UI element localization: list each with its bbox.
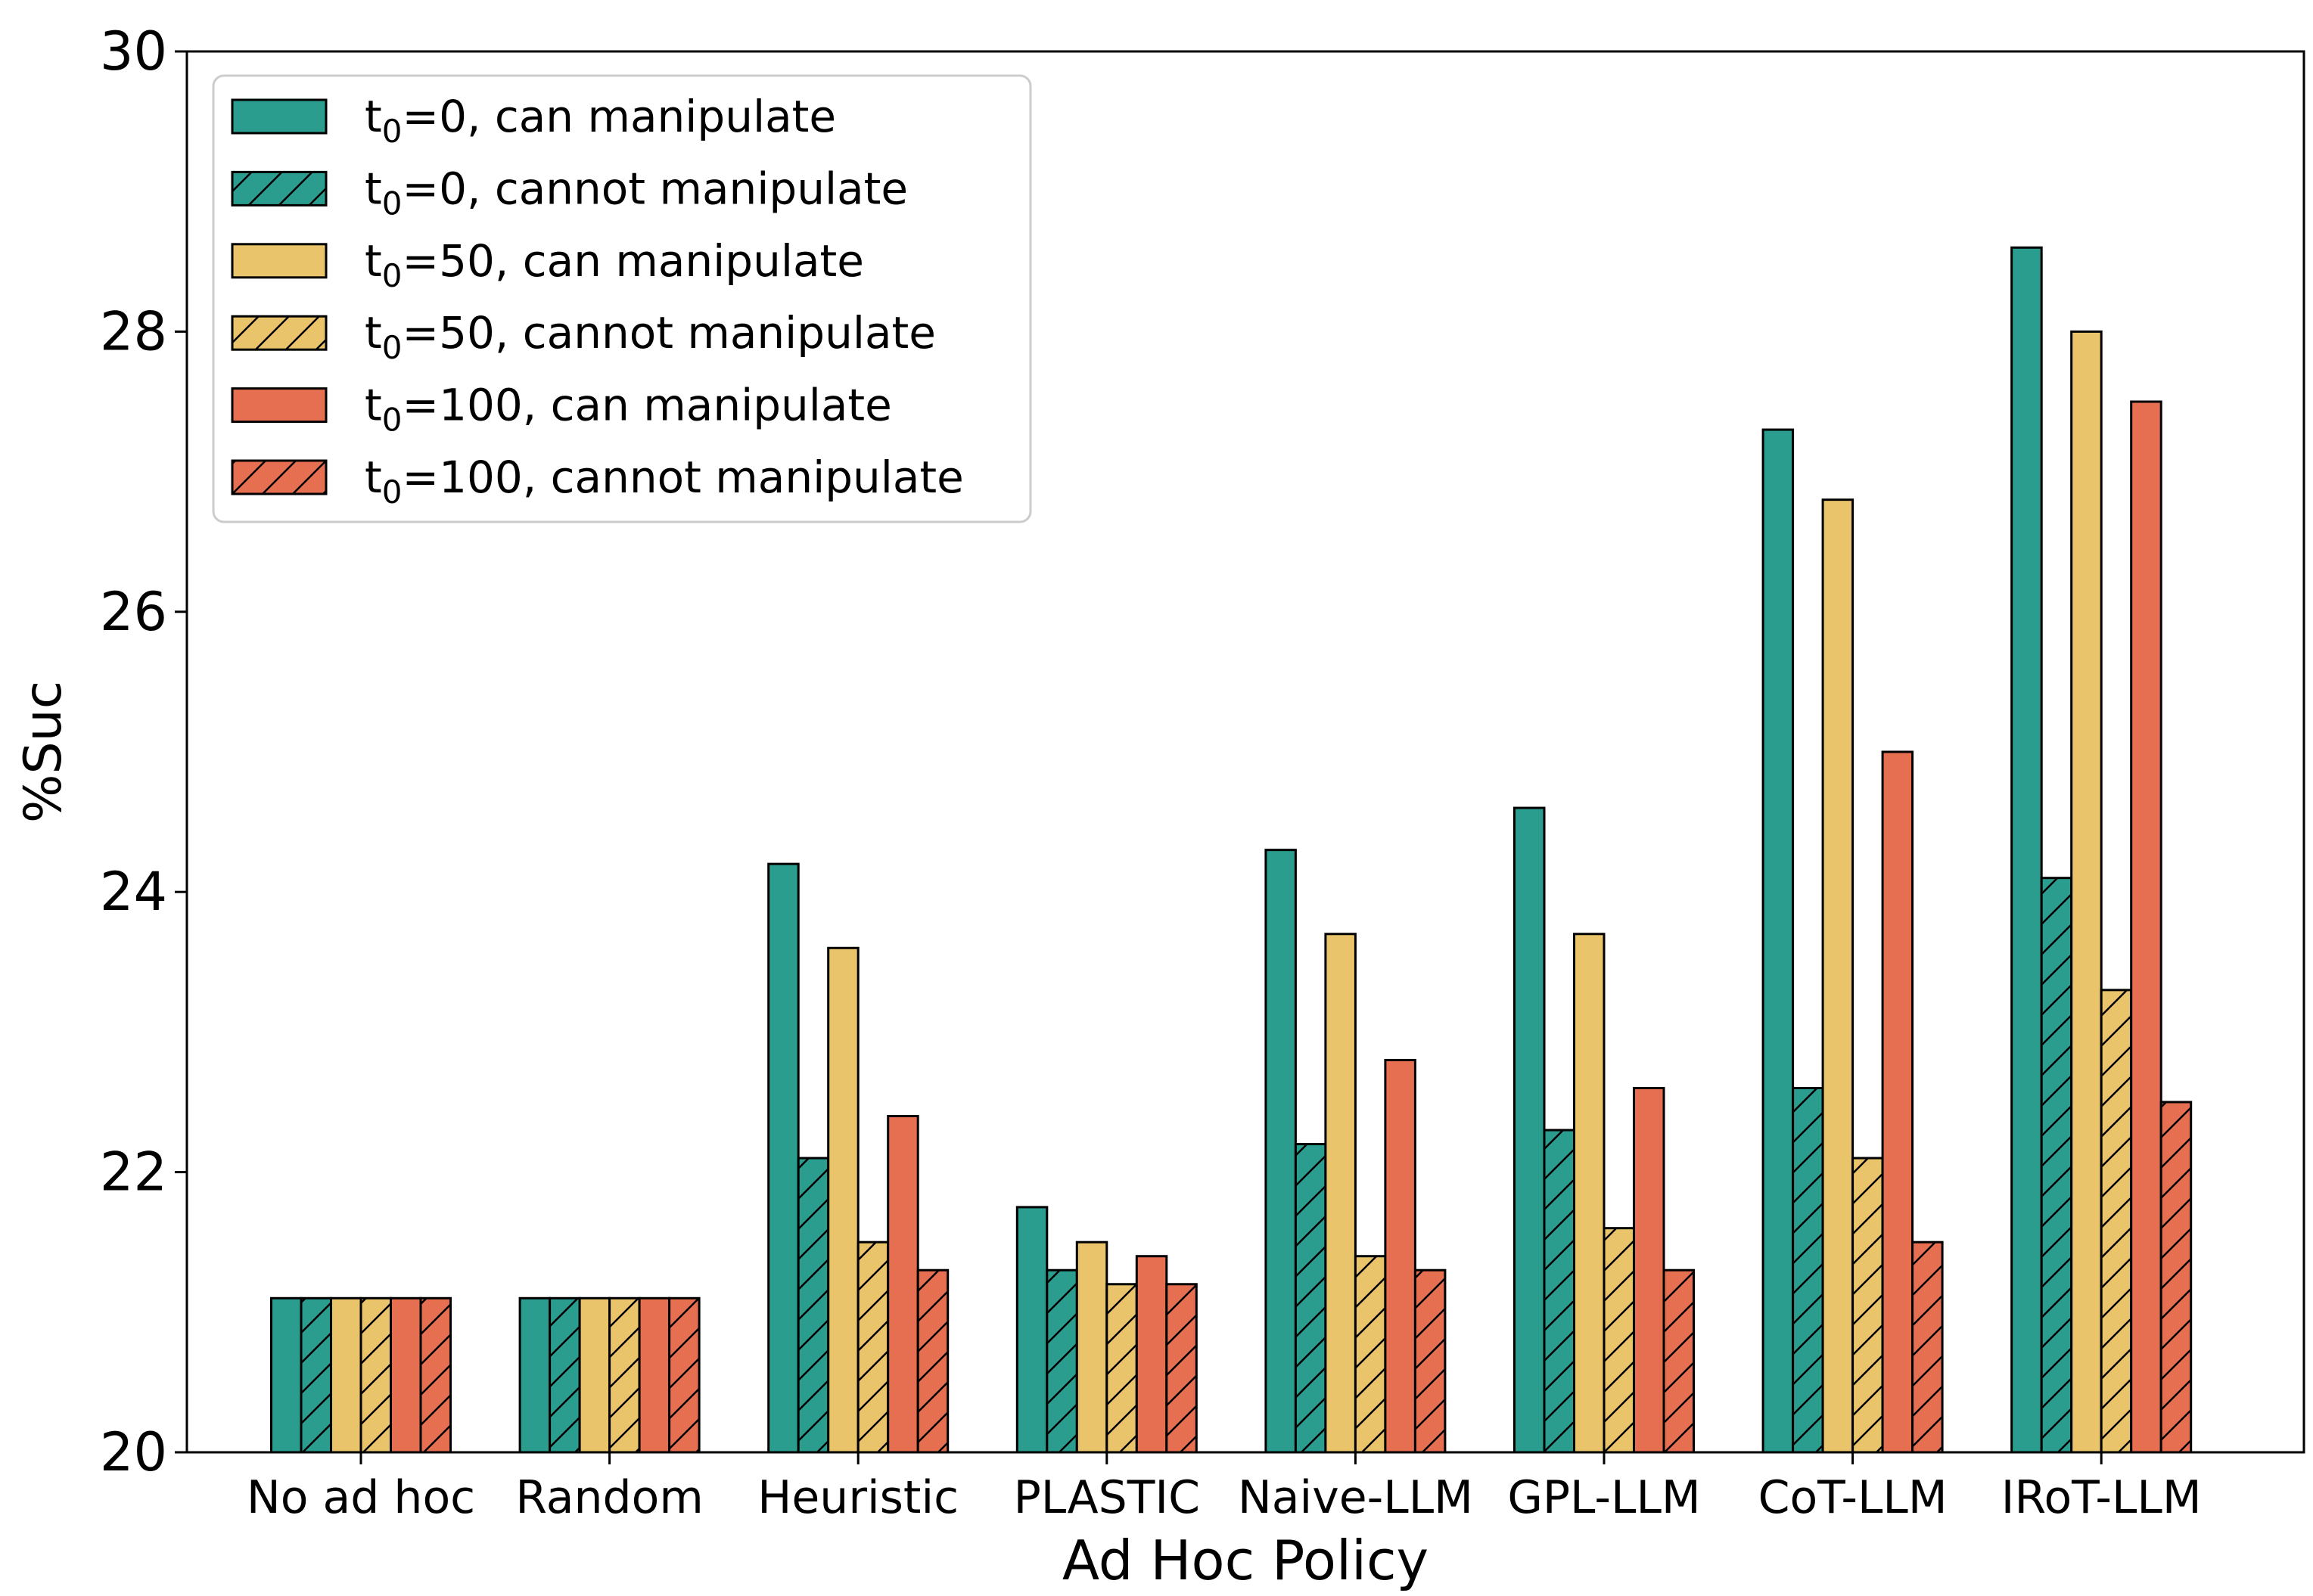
bar-2-0 bbox=[768, 864, 799, 1452]
bar-hatch-7-5 bbox=[2161, 1102, 2191, 1452]
bar-1-2 bbox=[580, 1298, 610, 1452]
x-tick-label-0: No ad hoc bbox=[247, 1471, 475, 1524]
bar-1-4 bbox=[639, 1298, 670, 1452]
x-tick-label-6: CoT-LLM bbox=[1758, 1471, 1948, 1524]
bar-hatch-0-1 bbox=[301, 1298, 331, 1452]
bar-2-2 bbox=[828, 948, 859, 1452]
x-axis: No ad hoc Random Heuristic PLASTIC Naive-LLM… bbox=[247, 1452, 2202, 1524]
bar-7-0 bbox=[2011, 247, 2042, 1452]
y-tick-label-0: 20 bbox=[100, 1421, 167, 1483]
bar-hatch-4-1 bbox=[1295, 1144, 1326, 1452]
legend-label-1: t0=0, cannot manipulate bbox=[365, 163, 908, 222]
bar-3-2 bbox=[1077, 1242, 1107, 1452]
legend-label-0: t0=0, can manipulate bbox=[365, 91, 836, 150]
bar-hatch-5-5 bbox=[1664, 1270, 1694, 1452]
y-tick-label-4: 28 bbox=[100, 300, 167, 362]
bar-hatch-3-3 bbox=[1106, 1284, 1137, 1452]
bar-hatch-3-5 bbox=[1166, 1284, 1197, 1452]
bar-hatch-7-1 bbox=[2041, 877, 2072, 1452]
x-tick-label-4: Naive-LLM bbox=[1238, 1471, 1473, 1524]
y-tick-label-2: 24 bbox=[100, 861, 167, 923]
legend-swatch-hatch-1 bbox=[232, 172, 326, 206]
bar-hatch-3-1 bbox=[1046, 1270, 1077, 1452]
x-tick-label-7: IRoT-LLM bbox=[2001, 1471, 2202, 1524]
bar-hatch-6-5 bbox=[1912, 1242, 1943, 1452]
legend-label-3: t0=50, cannot manipulate bbox=[365, 307, 936, 366]
bar-hatch-1-5 bbox=[669, 1298, 700, 1452]
legend-swatch-2 bbox=[232, 244, 326, 278]
bar-hatch-2-3 bbox=[858, 1242, 888, 1452]
y-axis-label: %Suc bbox=[14, 681, 73, 823]
bar-hatch-1-1 bbox=[549, 1298, 580, 1452]
legend-swatch-outline-1 bbox=[231, 170, 328, 206]
y-tick-label-3: 26 bbox=[100, 581, 167, 643]
bar-7-4 bbox=[2131, 402, 2162, 1452]
legend-swatch-outline-3 bbox=[231, 315, 328, 351]
bar-hatch-1-3 bbox=[609, 1298, 640, 1452]
legend-swatch-0 bbox=[232, 100, 326, 133]
bar-3-4 bbox=[1136, 1256, 1167, 1452]
bar-5-2 bbox=[1574, 933, 1604, 1452]
bar-hatch-2-1 bbox=[798, 1158, 829, 1452]
plot-frame bbox=[185, 50, 2305, 1454]
legend-swatch-outline-5 bbox=[231, 459, 328, 495]
bar-5-4 bbox=[1634, 1088, 1664, 1452]
bar-3-0 bbox=[1017, 1206, 1047, 1452]
bar-4-0 bbox=[1265, 849, 1296, 1452]
bar-7-2 bbox=[2071, 331, 2102, 1452]
bar-6-2 bbox=[1823, 499, 1853, 1452]
legend-swatch-4 bbox=[232, 388, 326, 422]
legend-label-4: t0=100, can manipulate bbox=[365, 380, 892, 439]
x-tick-label-1: Random bbox=[515, 1471, 703, 1524]
y-tick-label-5: 30 bbox=[100, 20, 167, 82]
legend-box bbox=[212, 74, 1032, 523]
bar-5-0 bbox=[1514, 808, 1544, 1452]
bar-hatch-5-1 bbox=[1544, 1130, 1575, 1452]
bar-hatch-7-3 bbox=[2101, 989, 2131, 1452]
bar-hatch-0-3 bbox=[361, 1298, 391, 1452]
y-axis: 20 22 24 26 28 30 bbox=[100, 20, 187, 1483]
legend: t0=0, can manipulate t0=0, cannot manipul… bbox=[212, 74, 1032, 523]
bar-hatch-6-3 bbox=[1852, 1158, 1883, 1452]
bar-4-4 bbox=[1385, 1060, 1416, 1452]
bar-hatch-4-5 bbox=[1415, 1270, 1445, 1452]
y-tick-label-1: 22 bbox=[100, 1141, 167, 1203]
legend-swatch-outline-4 bbox=[231, 387, 328, 424]
bar-1-0 bbox=[520, 1298, 550, 1452]
legend-label-2: t0=50, can manipulate bbox=[365, 235, 864, 294]
legend-label-5: t0=100, cannot manipulate bbox=[365, 452, 964, 511]
legend-swatch-outline-0 bbox=[231, 98, 328, 135]
x-tick-label-3: PLASTIC bbox=[1014, 1471, 1200, 1524]
bar-0-4 bbox=[390, 1298, 421, 1452]
legend-swatch-hatch-5 bbox=[232, 461, 326, 494]
bar-6-4 bbox=[1882, 752, 1913, 1452]
bar-2-4 bbox=[888, 1116, 919, 1452]
bar-4-2 bbox=[1325, 933, 1356, 1452]
bar-hatch-0-5 bbox=[421, 1298, 451, 1452]
bar-0-0 bbox=[271, 1298, 301, 1452]
bar-hatch-2-5 bbox=[918, 1270, 948, 1452]
x-tick-label-2: Heuristic bbox=[757, 1471, 959, 1524]
legend-swatch-outline-2 bbox=[231, 243, 328, 279]
x-tick-label-5: GPL-LLM bbox=[1507, 1471, 1700, 1524]
bar-0-2 bbox=[331, 1298, 361, 1452]
bar-hatch-4-3 bbox=[1355, 1256, 1385, 1452]
legend-swatch-hatch-3 bbox=[232, 316, 326, 350]
x-axis-label: Ad Hoc Policy bbox=[1062, 1529, 1429, 1592]
bar-hatch-6-1 bbox=[1792, 1088, 1823, 1452]
bar-6-0 bbox=[1763, 430, 1793, 1452]
bar-hatch-5-3 bbox=[1604, 1228, 1634, 1452]
